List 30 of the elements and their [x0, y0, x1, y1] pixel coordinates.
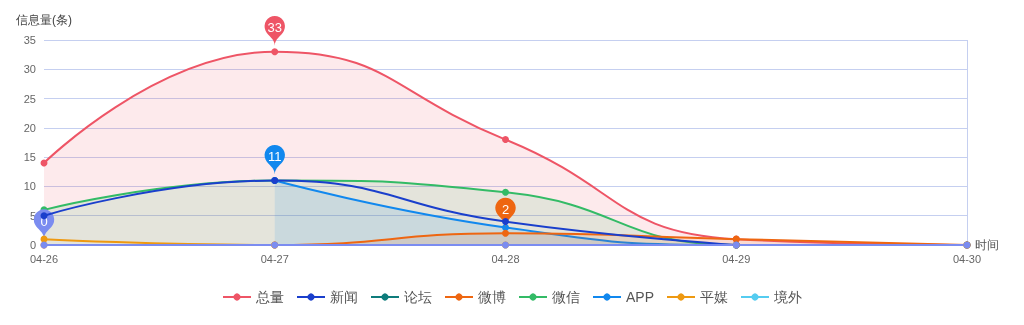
- y-axis-title: 信息量(条): [16, 13, 72, 27]
- legend-label: APP: [625, 289, 655, 305]
- point: [271, 48, 279, 56]
- legend-label: 平媒: [700, 289, 729, 305]
- y-tick-label: 10: [23, 180, 36, 193]
- x-tick-label: 04-27: [260, 252, 289, 265]
- legend-label: 新闻: [329, 289, 358, 305]
- data-label: 33: [267, 20, 282, 36]
- point: [502, 229, 509, 237]
- data-label: 2: [501, 202, 510, 218]
- x-axis-title: 时间: [975, 238, 999, 252]
- y-tick-label: 15: [23, 151, 36, 164]
- point: [502, 136, 509, 144]
- x-tick-label: 04-28: [491, 252, 520, 265]
- legend-label: 境外: [773, 289, 803, 305]
- y-tick-label: 35: [23, 34, 36, 46]
- legend-label: 总量: [254, 289, 284, 305]
- y-tick-label: 30: [23, 63, 36, 76]
- y-tick-label: 25: [23, 92, 36, 105]
- x-tick-label: 04-30: [952, 252, 982, 265]
- y-tick-label: 20: [23, 121, 36, 134]
- y-tick-label: 0: [29, 239, 36, 251]
- legend-label: 微博: [477, 289, 506, 305]
- x-tick-label: 04-29: [722, 252, 751, 265]
- point: [502, 218, 509, 226]
- legend-label: 论坛: [403, 289, 432, 305]
- x-tick-label: 04-26: [29, 252, 59, 265]
- legend-label: 微信: [551, 289, 580, 305]
- point: [502, 188, 509, 196]
- data-label: 11: [268, 149, 282, 165]
